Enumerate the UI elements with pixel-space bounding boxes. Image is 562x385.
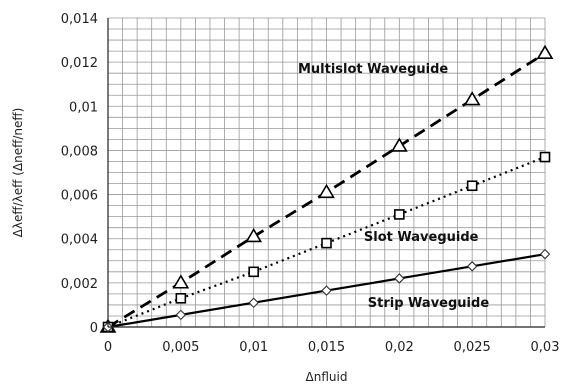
data-point-multislot xyxy=(463,91,481,106)
data-point-slot xyxy=(394,209,405,220)
y-tick-label: 0,01 xyxy=(69,100,98,115)
y-tick-label: 0,014 xyxy=(61,12,98,27)
y-tick-label: 0,004 xyxy=(61,233,98,248)
x-axis-title: Δnfluid xyxy=(306,370,348,384)
data-point-slot xyxy=(321,237,332,249)
annotation-label: Slot Waveguide xyxy=(364,230,479,245)
y-tick-label: 0 xyxy=(90,321,98,336)
x-tick-label: 0 xyxy=(104,340,112,355)
x-tick-label: 0,025 xyxy=(454,340,491,355)
y-tick-label: 0,012 xyxy=(61,56,98,71)
annotation-label: Multislot Waveguide xyxy=(298,62,448,77)
y-tick-label: 0,008 xyxy=(61,144,98,159)
data-point-slot xyxy=(466,180,478,192)
x-tick-label: 0,02 xyxy=(385,340,414,355)
data-point-multislot xyxy=(390,137,408,152)
data-point-strip xyxy=(539,248,551,260)
annotation-label: Strip Waveguide xyxy=(368,296,490,311)
x-tick-label: 0,01 xyxy=(239,340,268,355)
y-tick-label: 0,002 xyxy=(61,277,98,292)
tick-labels: 0 0,005 0,01 0,015 0,02 0,025 0,03 0 0,002 0,004 0… xyxy=(61,12,560,355)
annotations: Multislot Waveguide Slot Waveguide Strip W… xyxy=(298,62,489,311)
x-tick-label: 0,015 xyxy=(308,340,345,355)
data-point-slot xyxy=(175,293,187,304)
data-point-strip xyxy=(466,261,478,272)
data-point-strip xyxy=(175,309,187,321)
x-tick-label: 0,03 xyxy=(531,340,560,355)
y-axis-title: Δλeff/λeff (Δneff/neff) xyxy=(11,108,25,238)
data-point-multislot xyxy=(318,183,335,199)
data-point-strip xyxy=(321,285,332,296)
grid xyxy=(107,17,546,328)
data-point-multislot xyxy=(536,44,554,60)
data-point-multislot xyxy=(172,274,190,289)
data-point-strip xyxy=(248,297,259,308)
data-point-slot xyxy=(539,151,551,163)
data-point-multislot xyxy=(245,227,263,243)
y-tick-label: 0,006 xyxy=(61,189,98,204)
x-tick-label: 0,005 xyxy=(162,340,199,355)
data-point-strip xyxy=(394,273,405,284)
data-point-slot xyxy=(248,266,259,278)
